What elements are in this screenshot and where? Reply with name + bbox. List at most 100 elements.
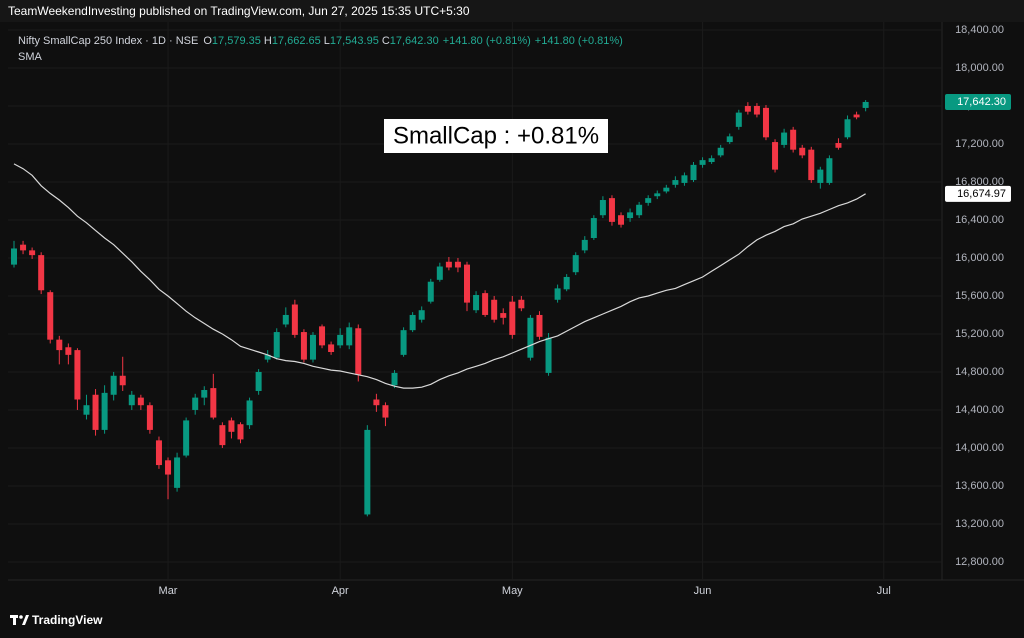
candle-body	[500, 313, 507, 318]
legend-title: Nifty SmallCap 250 Index · 1D · NSE	[18, 35, 198, 47]
price-badge	[945, 93, 1011, 110]
legend-key: L	[324, 35, 330, 47]
candle-body	[527, 317, 534, 358]
candle-body	[690, 164, 697, 181]
footer-logo	[10, 615, 29, 625]
grid	[8, 22, 942, 580]
legend-main: Nifty SmallCap 250 Index · 1D · NSE O17,5…	[18, 35, 623, 47]
candle-body	[101, 392, 108, 430]
candle-body	[56, 339, 63, 351]
candle-body	[65, 347, 72, 355]
candle-body	[119, 375, 126, 386]
candle-body	[554, 288, 561, 300]
candle-body	[255, 371, 262, 391]
logo-part	[19, 615, 23, 619]
legend-key: O	[203, 35, 212, 47]
candle-body	[309, 334, 316, 360]
candle-body	[282, 314, 289, 325]
candle-body	[545, 337, 552, 373]
y-tick-label: 14,400.00	[955, 404, 1004, 416]
y-tick-label: 13,600.00	[955, 480, 1004, 492]
candle-body	[47, 292, 54, 340]
candle-body	[92, 394, 99, 430]
legend-value: 17,579.35	[212, 35, 261, 47]
candle-body	[364, 429, 371, 515]
candle-body	[436, 266, 443, 280]
candle-body	[273, 332, 280, 358]
candle-body	[735, 112, 742, 127]
candle-body	[382, 405, 389, 418]
legend-sma: SMA	[18, 51, 43, 63]
legend-change: +141.80 (+0.81%)	[443, 35, 531, 47]
candle-body	[563, 276, 570, 290]
candle-body	[744, 105, 751, 112]
candle-body	[445, 261, 452, 268]
y-tick-label: 18,000.00	[955, 62, 1004, 74]
candle-body	[781, 132, 788, 145]
candle-body	[38, 255, 45, 291]
header-text: TeamWeekendInvesting published on Tradin…	[8, 4, 470, 18]
sma-line	[13, 163, 866, 389]
x-tick-label: May	[502, 585, 523, 597]
candle-body	[228, 420, 235, 432]
candle-body	[835, 143, 842, 148]
y-tick-label: 14,800.00	[955, 366, 1004, 378]
candle-body	[328, 344, 335, 353]
candle-body	[699, 160, 706, 165]
y-tick-label: 13,200.00	[955, 518, 1004, 530]
candle-body	[844, 119, 851, 138]
candle-body	[717, 147, 724, 156]
candle-body	[482, 293, 489, 315]
candle-body	[219, 425, 226, 446]
candle-body	[183, 420, 190, 456]
candle-body	[291, 304, 298, 335]
candle-body	[817, 169, 824, 183]
annotation-box	[384, 119, 608, 153]
candle-body	[681, 175, 688, 183]
legend-key: H	[264, 35, 272, 47]
candle-body	[599, 200, 606, 216]
x-tick-label: Mar	[159, 585, 178, 597]
y-tick-label: 15,600.00	[955, 290, 1004, 302]
candle-body	[772, 142, 779, 170]
candle-body	[201, 390, 208, 398]
candle-body	[373, 399, 380, 406]
candle-body	[29, 250, 36, 256]
footer-brand: TradingView	[32, 613, 103, 627]
candle-body	[237, 424, 244, 440]
candle-body	[427, 281, 434, 302]
candle-body	[146, 405, 153, 430]
plot	[11, 100, 869, 517]
candle-body	[155, 440, 162, 466]
sma-badge	[945, 185, 1011, 202]
logo-part	[13, 615, 16, 625]
candle-body	[391, 372, 398, 386]
candle-body	[74, 350, 81, 400]
candle-body	[862, 101, 869, 108]
annotation: SmallCap : +0.81%	[393, 122, 599, 149]
y-tick-label: 14,000.00	[955, 442, 1004, 454]
candle-body	[636, 204, 643, 216]
candle-body	[536, 314, 543, 337]
candle-body	[128, 394, 135, 406]
candle-body	[192, 397, 199, 410]
candle-body	[762, 107, 769, 138]
price-badge-label: 17,642.30	[957, 96, 1006, 108]
header-bar	[0, 0, 1024, 22]
candle-body	[663, 187, 670, 192]
candle-body	[246, 400, 253, 426]
y-tick-label: 15,200.00	[955, 328, 1004, 340]
candle-body	[581, 239, 588, 251]
legend-key: C	[382, 35, 390, 47]
candle-body	[753, 105, 760, 115]
candle-body	[853, 114, 860, 118]
candle-body	[210, 388, 217, 418]
candle-body	[572, 255, 579, 273]
candle-body	[518, 299, 525, 309]
x-tick-label: Apr	[332, 585, 349, 597]
candle-body	[137, 397, 144, 406]
candle-body	[464, 264, 470, 303]
candle-body	[418, 310, 425, 320]
candle-body	[409, 314, 416, 331]
